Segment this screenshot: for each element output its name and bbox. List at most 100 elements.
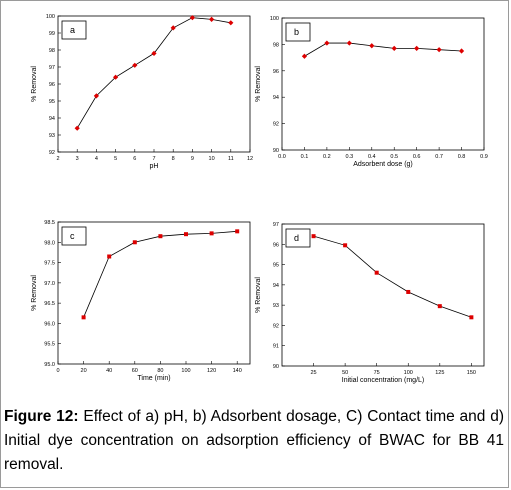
- x-tick-label: 0.7: [435, 154, 443, 160]
- x-tick-label: 8: [172, 156, 175, 162]
- data-point: [458, 48, 465, 54]
- y-tick-label: 90: [273, 148, 279, 154]
- data-point: [324, 40, 330, 46]
- y-tick-label: 100: [46, 14, 55, 20]
- chart-b: 90 92 94 96 98 100 0.0 0.1 0.2 0.3 0.4 0.5 0.6 0.7 0.8…: [255, 16, 488, 168]
- data-point: [184, 232, 188, 237]
- x-tick-label: 7: [152, 156, 155, 162]
- y-tick-label: 94: [49, 116, 55, 122]
- series-line: [304, 42, 462, 57]
- panel-label: d: [294, 233, 299, 243]
- y-tick-label: 99: [49, 31, 55, 37]
- x-tick-label: 0: [56, 368, 59, 374]
- y-axis-label: % Removal: [31, 275, 38, 311]
- data-point: [228, 20, 234, 26]
- y-tick-label: 98: [49, 48, 55, 54]
- data-point: [209, 231, 214, 236]
- data-point: [343, 243, 348, 248]
- x-tick-label: 50: [342, 370, 348, 376]
- y-tick-label: 95.0: [44, 362, 55, 368]
- y-tick-label: 97.0: [44, 281, 55, 287]
- data-point: [132, 62, 138, 68]
- x-tick-label: 9: [191, 156, 194, 162]
- x-tick-label: 12: [247, 156, 253, 162]
- y-tick-label: 96.0: [44, 321, 55, 327]
- plot-area: [281, 17, 485, 151]
- y-tick-label: 92: [273, 323, 279, 329]
- x-tick-label: 11: [228, 156, 234, 162]
- x-tick-label: 80: [157, 368, 163, 374]
- y-tick-label: 96.5: [44, 301, 55, 307]
- data-point: [301, 53, 308, 59]
- data-point: [74, 125, 80, 131]
- data-point: [209, 16, 215, 22]
- panel-label-box: [285, 228, 311, 248]
- chart-a: 92 93 94 95 96 97 98 99 100 2 3 4 5 6 7 8 9 10 11 12 pH % Rem…: [31, 14, 253, 170]
- y-tick-label: 95: [273, 263, 279, 269]
- x-tick-label: 20: [81, 368, 87, 374]
- panel-label-box: [61, 20, 87, 40]
- plot-area: [281, 223, 485, 367]
- data-point: [151, 50, 157, 56]
- x-tick-label: 4: [95, 156, 98, 162]
- y-tick-label: 94: [273, 283, 279, 289]
- chart-c: 95.0 95.5 96.0 96.5 97.0 97.5 98.0 98.5 0 20 40 60 8…: [31, 220, 251, 382]
- figure-caption: Figure 12: Effect of a) pH, b) Adsorbent…: [4, 405, 504, 477]
- y-tick-label: 96: [273, 69, 279, 75]
- data-point: [414, 45, 420, 51]
- x-tick-label: 125: [435, 370, 444, 376]
- y-tick-label: 91: [273, 344, 279, 350]
- x-tick-label: 0.5: [390, 154, 398, 160]
- chart-d: 90 91 92 93 94 95 96 97 25 50 75 100 125 150 Initial c…: [255, 222, 485, 384]
- x-tick-label: 6: [133, 156, 136, 162]
- data-point: [311, 234, 316, 239]
- x-tick-label: 150: [467, 370, 476, 376]
- panel-label: a: [70, 25, 75, 35]
- x-tick-label: 0.6: [413, 154, 421, 160]
- caption-label: Figure 12:: [4, 408, 79, 425]
- series-line: [313, 235, 472, 318]
- y-tick-label: 97.5: [44, 261, 55, 267]
- x-tick-label: 60: [132, 368, 138, 374]
- data-point: [170, 25, 176, 31]
- data-point: [406, 289, 411, 294]
- panel-label: b: [294, 27, 299, 37]
- x-tick-label: 120: [207, 368, 216, 374]
- x-tick-label: 0.9: [480, 154, 488, 160]
- y-tick-label: 94: [273, 95, 279, 101]
- data-point: [436, 47, 442, 53]
- x-axis-label: Time (min): [137, 375, 170, 382]
- y-axis-label: % Removal: [255, 66, 262, 102]
- plot-area: [57, 221, 251, 365]
- y-tick-label: 100: [270, 16, 279, 22]
- x-tick-label: 0.2: [323, 154, 331, 160]
- y-tick-label: 92: [273, 122, 279, 128]
- x-tick-label: 25: [311, 370, 317, 376]
- x-tick-label: 0.0: [278, 154, 286, 160]
- panel-label-box: [285, 22, 311, 42]
- y-axis-label: % Removal: [255, 277, 262, 313]
- y-tick-label: 95.5: [44, 342, 55, 348]
- data-point: [158, 234, 163, 239]
- x-axis-label: pH: [150, 163, 159, 170]
- x-axis-label: Adsorbent dose (g): [353, 161, 413, 168]
- x-tick-label: 75: [374, 370, 380, 376]
- plot-area: [57, 15, 251, 153]
- data-point: [235, 229, 240, 234]
- x-tick-label: 0.4: [368, 154, 376, 160]
- data-point: [81, 315, 86, 320]
- x-tick-label: 40: [106, 368, 112, 374]
- panel-label-box: [61, 226, 87, 246]
- data-point: [93, 93, 99, 99]
- y-tick-label: 93: [273, 303, 279, 309]
- data-point: [469, 315, 474, 320]
- x-tick-label: 100: [404, 370, 413, 376]
- data-point: [391, 45, 397, 51]
- y-tick-label: 93: [49, 133, 55, 139]
- y-tick-label: 92: [49, 150, 55, 156]
- x-tick-label: 140: [233, 368, 242, 374]
- y-tick-label: 98.5: [44, 220, 55, 226]
- y-axis-label: % Removal: [31, 66, 38, 102]
- data-point: [132, 240, 137, 245]
